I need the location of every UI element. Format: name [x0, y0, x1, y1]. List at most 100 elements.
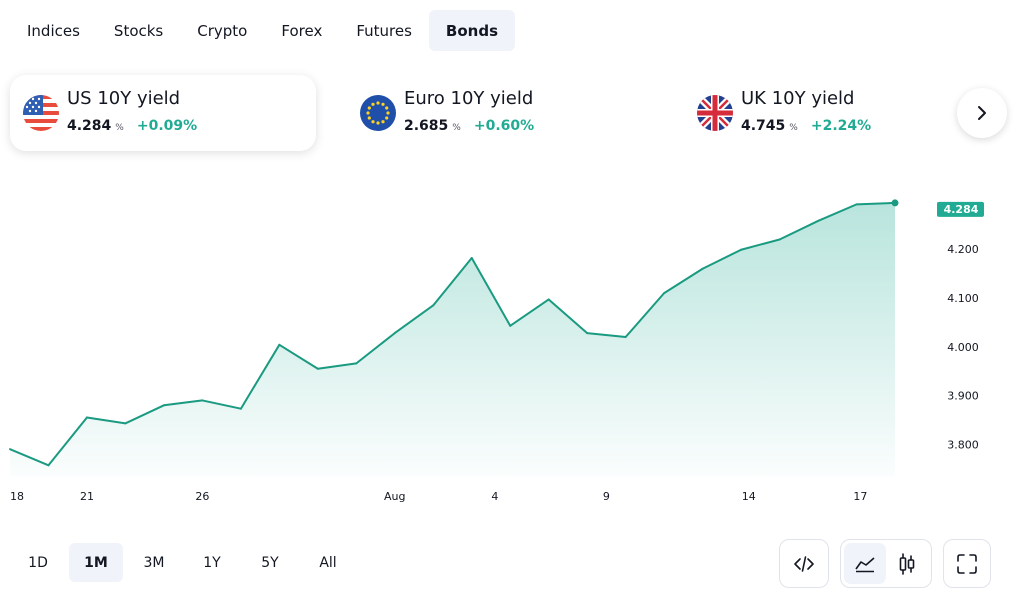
data-point: [162, 403, 166, 407]
tab-indices[interactable]: Indices: [27, 21, 80, 40]
data-point: [739, 248, 743, 252]
x-tick-label: Aug: [384, 490, 405, 503]
data-point: [778, 237, 782, 241]
symbol-quote: 4.745 % +2.24%: [741, 118, 871, 134]
line-segment: [547, 298, 589, 335]
data-point: [701, 267, 705, 271]
embed-code-icon: [794, 555, 814, 572]
data-point: [316, 367, 320, 371]
tab-futures[interactable]: Futures: [356, 21, 412, 40]
area-chart-icon: [855, 556, 875, 572]
data-point: [239, 407, 243, 411]
x-tick-label: 9: [603, 490, 610, 503]
chevron-right-icon: [978, 106, 986, 120]
range-selector: 1D 1M 3M 1Y 5Y All: [11, 543, 359, 582]
line-segment: [855, 201, 896, 206]
range-5y-button[interactable]: 5Y: [261, 554, 279, 571]
tab-crypto[interactable]: Crypto: [197, 21, 248, 40]
fullscreen-icon: [957, 553, 977, 574]
embed-button[interactable]: [783, 543, 825, 584]
line-segment: [124, 404, 165, 425]
range-1d-button[interactable]: 1D: [28, 554, 48, 571]
symbol-card-uk10y[interactable]: UK 10Y yield 4.745 % +2.24%: [684, 75, 990, 151]
symbol-change: +0.60%: [473, 118, 535, 134]
data-point: [662, 291, 666, 295]
yield-area-chart[interactable]: 3.800 3.900 4.000 4.100 4.200 18 21 26 Aug 4 9 14 1…: [0, 160, 1013, 510]
y-tick-label: 4.200: [947, 243, 979, 256]
line-segment: [432, 257, 473, 307]
symbol-change: +2.24%: [810, 118, 872, 134]
line-segment: [740, 238, 781, 251]
tab-forex[interactable]: Forex: [281, 21, 323, 40]
data-point: [8, 447, 12, 451]
line-segment: [201, 399, 242, 410]
symbol-card-us10y[interactable]: US 10Y yield 4.284 % +0.09%: [10, 75, 316, 151]
y-tick-label: 4.100: [947, 292, 979, 305]
line-segment: [278, 343, 319, 370]
line-segment: [239, 343, 281, 410]
data-point: [46, 463, 50, 467]
symbol-card-eu10y[interactable]: Euro 10Y yield 2.685 % +0.60%: [347, 75, 653, 151]
candlestick-icon: [899, 552, 915, 575]
data-point: [508, 324, 512, 328]
symbol-change: +0.09%: [136, 118, 198, 134]
symbol-unit: %: [115, 123, 124, 133]
symbol-name: US 10Y yield: [67, 88, 181, 109]
data-point: [123, 421, 127, 425]
x-tick-label: 4: [491, 490, 498, 503]
range-1m-button[interactable]: 1M: [69, 543, 123, 582]
data-point: [585, 331, 589, 335]
line-segment: [778, 219, 820, 241]
line-segment: [663, 267, 704, 295]
x-tick-label: 26: [195, 490, 209, 503]
area-style-button[interactable]: [844, 543, 886, 584]
line-segment: [817, 203, 858, 222]
line-segment: [470, 257, 512, 327]
y-tick-label: 3.900: [947, 390, 979, 403]
range-3m-button[interactable]: 3M: [143, 554, 165, 571]
line-segment: [47, 416, 88, 467]
symbol-name: Euro 10Y yield: [404, 88, 534, 109]
tab-bonds[interactable]: Bonds: [428, 10, 516, 51]
next-symbols-button[interactable]: [957, 88, 1007, 138]
data-point: [470, 256, 474, 260]
uk-flag-icon: [697, 95, 733, 131]
symbol-value: 4.745: [741, 118, 786, 134]
eu-flag-icon: [360, 95, 396, 131]
symbol-quote: 4.284 % +0.09%: [67, 118, 197, 134]
tab-stocks[interactable]: Stocks: [113, 21, 164, 40]
line-segment: [624, 292, 666, 339]
line-segment: [586, 332, 627, 339]
last-price-label: 4.284: [944, 203, 979, 216]
line-segment: [701, 248, 743, 270]
line-segment: [509, 298, 550, 327]
data-point: [200, 398, 204, 402]
x-tick-label: 17: [853, 490, 867, 503]
data-point: [277, 343, 281, 347]
market-tabs: Indices Stocks Crypto Forex Futures Bond…: [10, 10, 516, 51]
data-point: [624, 335, 628, 339]
range-1y-button[interactable]: 1Y: [203, 554, 221, 571]
fullscreen-button[interactable]: [946, 543, 988, 584]
candles-style-button[interactable]: [886, 543, 928, 584]
data-point: [431, 303, 435, 307]
y-tick-label: 4.000: [947, 341, 979, 354]
data-point: [354, 361, 358, 365]
last-price-tag: [937, 201, 984, 217]
data-point: [547, 297, 551, 301]
symbol-value: 4.284: [67, 118, 112, 134]
data-point: [855, 202, 859, 206]
line-segment: [316, 362, 358, 370]
y-tick-label: 3.800: [947, 438, 979, 451]
symbol-name: UK 10Y yield: [741, 88, 855, 109]
x-tick-label: 14: [742, 490, 756, 503]
symbol-value: 2.685: [404, 118, 449, 134]
line-segment: [85, 416, 127, 425]
last-data-point: [891, 199, 899, 207]
fullscreen-group: [943, 539, 991, 588]
data-point: [816, 219, 820, 223]
line-segment: [9, 448, 50, 467]
symbol-unit: %: [452, 123, 461, 133]
range-all-button[interactable]: All: [319, 554, 337, 571]
data-point: [393, 331, 397, 335]
